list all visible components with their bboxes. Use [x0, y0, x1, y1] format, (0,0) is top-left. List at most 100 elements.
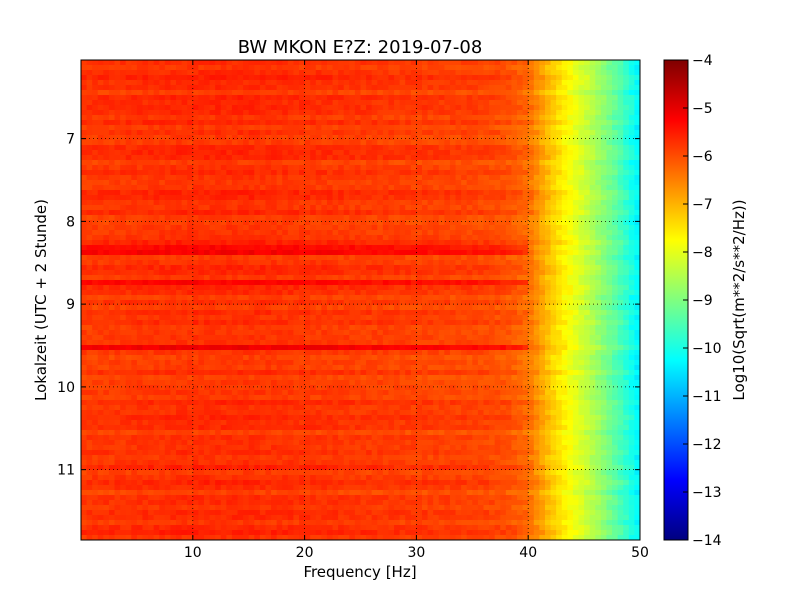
- heatmap-cell: [533, 195, 540, 201]
- heatmap-cell: [287, 305, 295, 311]
- heatmap-cell: [271, 245, 278, 251]
- heatmap-cell: [544, 110, 552, 116]
- heatmap-cell: [584, 125, 591, 131]
- heatmap-cell: [612, 300, 619, 306]
- heatmap-cell: [628, 105, 636, 111]
- heatmap-cell: [606, 135, 613, 141]
- heatmap-cell: [421, 235, 429, 241]
- heatmap-cell: [371, 245, 378, 251]
- heatmap-cell: [533, 265, 540, 271]
- heatmap-cell: [108, 190, 116, 196]
- heatmap-cell: [136, 95, 144, 101]
- heatmap-cell: [125, 135, 132, 141]
- heatmap-cell: [466, 80, 473, 86]
- heatmap-cell: [170, 85, 177, 91]
- heatmap-cell: [304, 220, 311, 226]
- heatmap-cell: [81, 65, 88, 71]
- heatmap-cell: [293, 225, 300, 231]
- heatmap-cell: [332, 160, 339, 166]
- heatmap-cell: [192, 120, 199, 126]
- heatmap-cell: [187, 65, 194, 71]
- heatmap-cell: [544, 305, 552, 311]
- heatmap-cell: [259, 100, 267, 106]
- heatmap-cell: [394, 135, 401, 141]
- heatmap-cell: [125, 220, 132, 226]
- heatmap-cell: [489, 205, 496, 211]
- heatmap-cell: [578, 155, 585, 161]
- heatmap-cell: [556, 245, 563, 251]
- heatmap-cell: [148, 70, 155, 76]
- heatmap-cell: [187, 175, 194, 181]
- heatmap-cell: [299, 120, 306, 126]
- heatmap-cell: [394, 190, 401, 196]
- heatmap-cell: [483, 170, 490, 176]
- heatmap-cell: [276, 220, 283, 226]
- heatmap-cell: [187, 80, 194, 86]
- heatmap-cell: [410, 180, 417, 186]
- heatmap-cell: [299, 60, 306, 66]
- heatmap-cell: [449, 280, 457, 286]
- heatmap-cell: [136, 230, 144, 236]
- heatmap-cell: [125, 190, 132, 196]
- heatmap-cell: [433, 145, 440, 151]
- heatmap-cell: [92, 100, 99, 106]
- heatmap-cell: [86, 135, 93, 141]
- heatmap-cell: [170, 270, 177, 276]
- heatmap-cell: [421, 130, 429, 136]
- heatmap-cell: [354, 65, 362, 71]
- heatmap-cell: [511, 285, 518, 291]
- heatmap-cell: [338, 275, 345, 281]
- heatmap-cell: [600, 130, 608, 136]
- heatmap-cell: [338, 285, 345, 291]
- heatmap-cell: [142, 170, 149, 176]
- heatmap-cell: [226, 190, 233, 196]
- heatmap-cell: [125, 265, 132, 271]
- heatmap-cell: [578, 265, 585, 271]
- heatmap-cell: [338, 255, 345, 261]
- heatmap-cell: [544, 75, 552, 81]
- heatmap-cell: [483, 245, 490, 251]
- heatmap-cell: [455, 150, 462, 156]
- heatmap-cell: [120, 195, 127, 201]
- heatmap-cell: [449, 220, 457, 226]
- heatmap-cell: [612, 240, 619, 246]
- heatmap-cell: [405, 165, 412, 171]
- heatmap-cell: [136, 80, 144, 86]
- heatmap-cell: [164, 275, 172, 281]
- heatmap-cell: [595, 70, 602, 76]
- heatmap-cell: [192, 135, 199, 141]
- heatmap-cell: [293, 165, 300, 171]
- heatmap-cell: [354, 120, 362, 126]
- heatmap-cell: [550, 140, 557, 146]
- heatmap-cell: [461, 285, 468, 291]
- heatmap-cell: [550, 210, 557, 216]
- heatmap-cell: [114, 235, 121, 241]
- heatmap-cell: [226, 230, 233, 236]
- heatmap-cell: [187, 190, 194, 196]
- heatmap-cell: [427, 150, 434, 156]
- heatmap-cell: [628, 230, 636, 236]
- heatmap-cell: [410, 60, 417, 66]
- heatmap-cell: [92, 150, 99, 156]
- heatmap-cell: [349, 200, 356, 206]
- heatmap-cell: [511, 100, 518, 106]
- heatmap-cell: [511, 185, 518, 191]
- heatmap-cell: [444, 110, 451, 116]
- heatmap-cell: [584, 190, 591, 196]
- heatmap-cell: [584, 180, 591, 186]
- heatmap-cell: [259, 300, 267, 306]
- heatmap-cell: [304, 255, 311, 261]
- heatmap-cell: [544, 60, 552, 66]
- heatmap-cell: [276, 215, 283, 221]
- heatmap-cell: [612, 150, 619, 156]
- heatmap-cell: [567, 195, 574, 201]
- heatmap-cell: [231, 270, 239, 276]
- heatmap-cell: [293, 160, 300, 166]
- heatmap-cell: [528, 205, 535, 211]
- heatmap-cell: [265, 300, 272, 306]
- heatmap-cell: [505, 235, 513, 241]
- heatmap-cell: [600, 215, 608, 221]
- heatmap-cell: [192, 195, 199, 201]
- heatmap-cell: [203, 165, 211, 171]
- heatmap-cell: [617, 225, 624, 231]
